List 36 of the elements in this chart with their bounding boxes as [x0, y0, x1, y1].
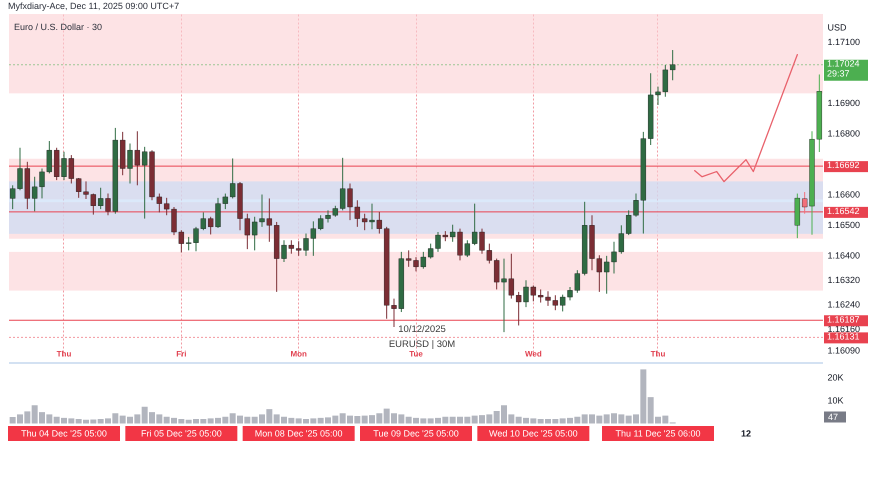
y-tick-label: 1.16900	[828, 98, 860, 108]
x-tick-label: Mon	[290, 350, 307, 358]
y-tick-label: 1.16320	[828, 275, 860, 286]
x-tick-label: Fri	[176, 350, 186, 358]
annotation: 10/12/2025	[398, 324, 446, 335]
candlestick	[670, 50, 676, 81]
x-tick-label: Wed 10 Dec '25 05:00	[489, 428, 578, 438]
y-axis-title: USD	[828, 22, 847, 32]
y-tick-label: 1.16600	[828, 190, 860, 200]
x-tick-label: Wed	[524, 350, 542, 358]
x-tick-label: Thu	[650, 350, 666, 358]
x-tick-label: Thu 11 Dec '25 06:00	[615, 428, 701, 438]
y-tick-label: 1.16500	[828, 220, 860, 230]
ref-line-label: 1.16692	[827, 160, 860, 170]
y-tick-label: 1.16400	[828, 250, 860, 261]
y-tick-label: 1.16800	[828, 128, 860, 139]
y-tick-label: 1.16090	[828, 345, 860, 356]
x-tick-label: Fri 05 Dec '25 05:00	[140, 428, 222, 438]
x-tick-label: 12	[740, 428, 752, 438]
line-series	[694, 54, 798, 182]
x-tick-label: Thu	[56, 350, 72, 358]
ref-line-label: 1.16542	[827, 206, 860, 216]
y-tick-label: 20K	[828, 372, 844, 382]
ref-line-label: 1.17024 29:37	[827, 58, 860, 79]
ref-line-label: 1.16187	[827, 314, 860, 324]
x-tick-label: Tue	[409, 350, 424, 358]
y-tick-label: 1.17100	[828, 36, 860, 47]
text: 47	[828, 412, 838, 422]
chart-subtitle: Myfxdiary-Ace, Dec 11, 2025 09:00 UTC+7	[8, 1, 180, 11]
x-tick-label: Thu 04 Dec '25 05:00	[21, 428, 107, 438]
text: Euro / U.S. Dollar · 30	[14, 22, 102, 32]
x-tick-label: Tue 09 Dec '25 05:00	[373, 428, 459, 438]
y-tick-label: 1.16240	[828, 300, 860, 310]
y-tick-label: 10K	[828, 395, 844, 406]
x-tick-label: Mon 08 Dec '25 05:00	[254, 428, 343, 438]
annotation: EURUSD | 30M	[388, 339, 456, 350]
